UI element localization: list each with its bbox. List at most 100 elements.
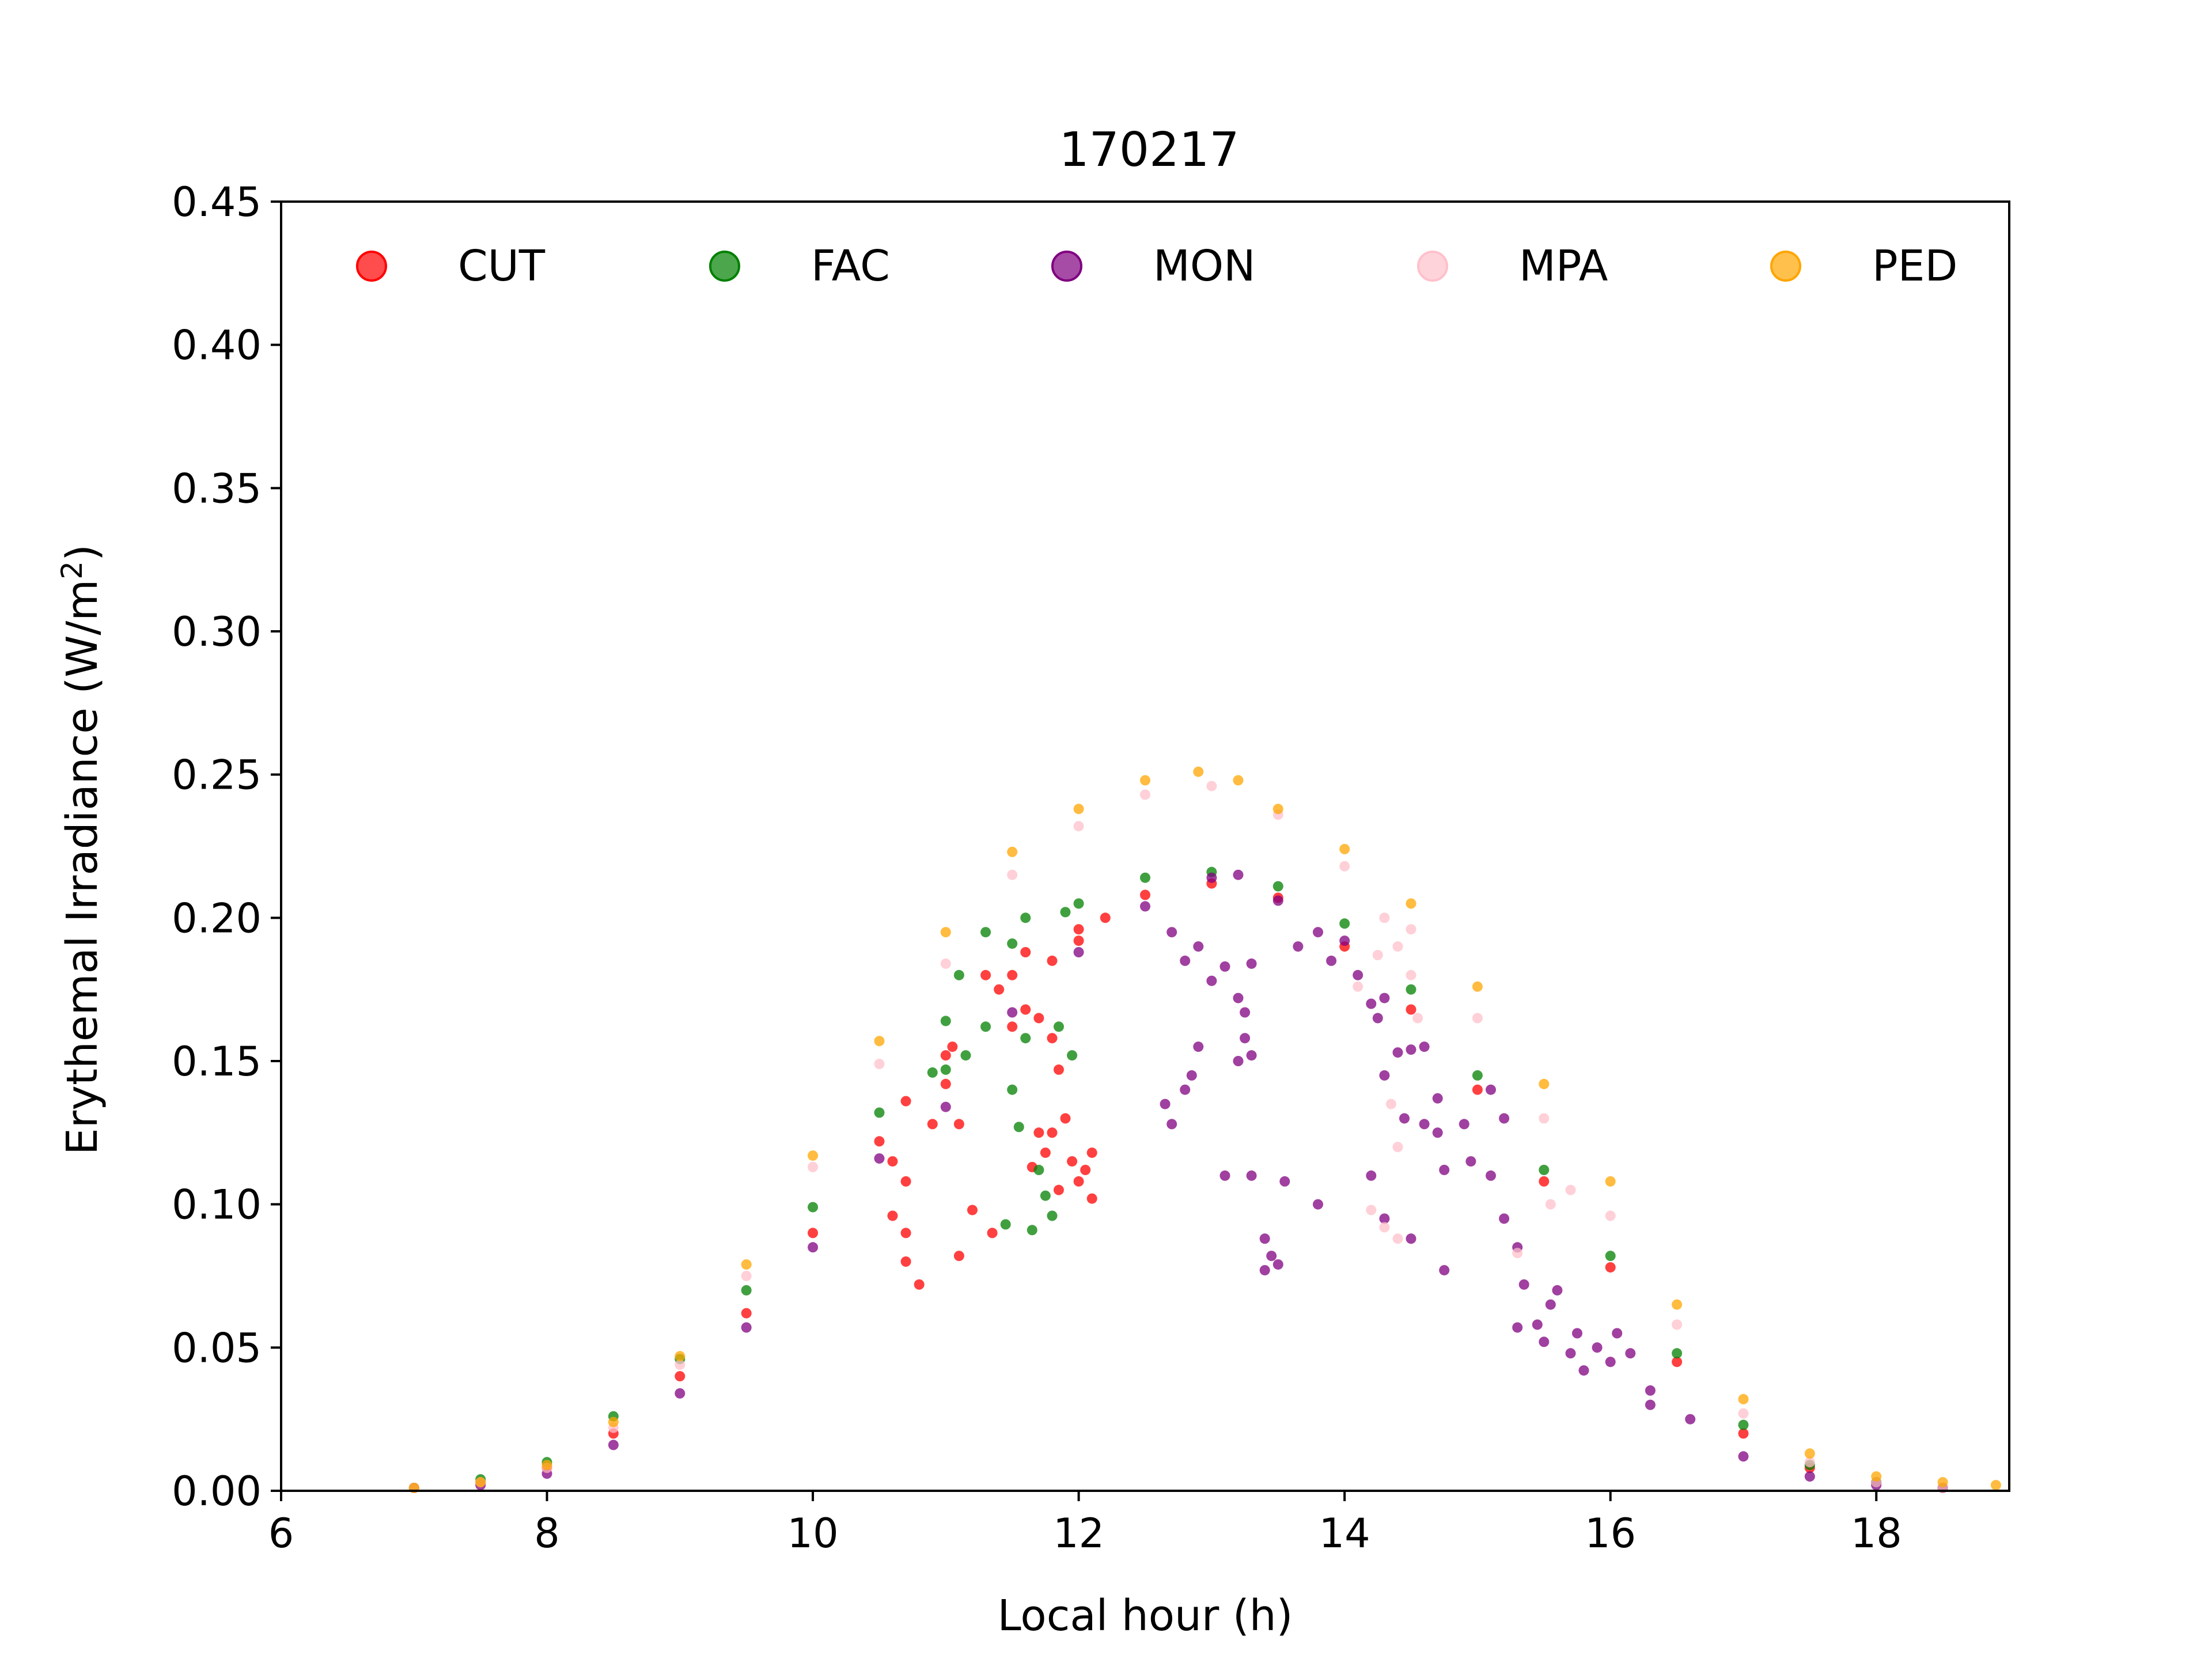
x-tick-label: 18 [1851,1510,1902,1557]
data-point [1007,1021,1018,1032]
data-point [1672,1319,1683,1330]
data-point [900,1256,911,1267]
data-point [1140,901,1150,912]
data-point [1672,1299,1683,1310]
data-point [927,1067,938,1078]
data-point [980,1021,991,1032]
data-point [1040,1190,1051,1201]
data-point [940,1050,951,1061]
data-point [900,1096,911,1107]
data-point [1266,1251,1277,1262]
data-point [1406,984,1416,995]
data-point [1073,1176,1084,1187]
data-point [541,1460,552,1471]
data-point [1605,1262,1616,1273]
data-point [1372,950,1383,960]
data-point [1073,804,1084,815]
data-point [940,1064,951,1075]
data-point [1399,1113,1410,1124]
data-point [1539,1078,1550,1089]
data-point [1406,1233,1416,1244]
x-axis-label: Local hour (h) [998,1591,1293,1641]
data-point [1007,969,1018,980]
data-point [914,1279,925,1290]
legend-label: MON [1153,241,1255,291]
data-point [980,969,991,980]
data-point [1166,1119,1177,1130]
data-point [675,1371,685,1382]
data-point [1512,1322,1523,1333]
data-point [808,1202,819,1213]
data-point [953,969,964,980]
data-point [940,958,951,969]
data-point [1272,804,1283,815]
data-point [1272,895,1283,906]
plot-area [408,766,2001,1493]
data-point [1406,969,1416,980]
data-point [1486,1084,1496,1095]
data-point [1206,975,1217,986]
data-point [1240,1033,1251,1044]
data-point [1326,955,1337,966]
data-point [1578,1365,1589,1376]
data-point [1007,869,1018,880]
data-point [1472,981,1483,992]
data-point [1353,969,1363,980]
data-point [1054,1184,1064,1195]
data-point [874,1136,885,1147]
data-point [1054,1021,1064,1032]
data-point [1871,1471,1882,1482]
data-point [1193,766,1204,777]
data-point [1379,1213,1390,1224]
data-point [947,1041,958,1052]
data-point [675,1388,685,1399]
data-point [1033,1165,1044,1175]
data-point [1047,1127,1058,1138]
data-point [475,1477,486,1488]
data-point [1672,1357,1683,1368]
data-point [1472,1084,1483,1095]
data-point [1233,993,1244,1003]
legend-label: CUT [458,241,546,291]
data-point [940,1016,951,1027]
data-point [1086,1147,1097,1158]
data-point [1366,1205,1377,1215]
data-point [1672,1348,1683,1359]
data-point [1020,947,1031,957]
data-point [1013,1122,1024,1132]
data-point [1545,1199,1556,1210]
data-point [1259,1265,1270,1276]
data-point [900,1228,911,1238]
data-point [741,1259,752,1270]
data-point [1459,1119,1469,1130]
data-point [1738,1451,1749,1462]
data-point [1047,955,1058,966]
data-point [808,1162,819,1172]
legend-marker [1770,251,1801,282]
data-point [1392,1233,1403,1244]
data-point [1073,947,1084,957]
data-point [1419,1041,1430,1052]
data-point [741,1322,752,1333]
data-point [1073,935,1084,946]
y-tick-label: 0.35 [172,465,262,512]
data-point [1432,1127,1443,1138]
y-tick-label: 0.40 [172,322,262,369]
data-point [741,1308,752,1319]
data-point [987,1228,998,1238]
data-point [1472,1013,1483,1024]
data-point [1738,1428,1749,1439]
data-point [874,1036,885,1047]
x-tick-label: 14 [1319,1510,1370,1557]
legend-item-mpa: MPA [1417,241,1608,291]
data-point [1379,912,1390,923]
data-point [1233,1056,1244,1066]
data-point [1007,1007,1018,1018]
data-point [1313,1199,1323,1210]
data-point [1073,898,1084,909]
data-point [1086,1193,1097,1204]
data-point [1738,1419,1749,1430]
data-point [1804,1471,1815,1482]
data-point [1605,1357,1616,1368]
y-tick-label: 0.45 [172,179,262,226]
